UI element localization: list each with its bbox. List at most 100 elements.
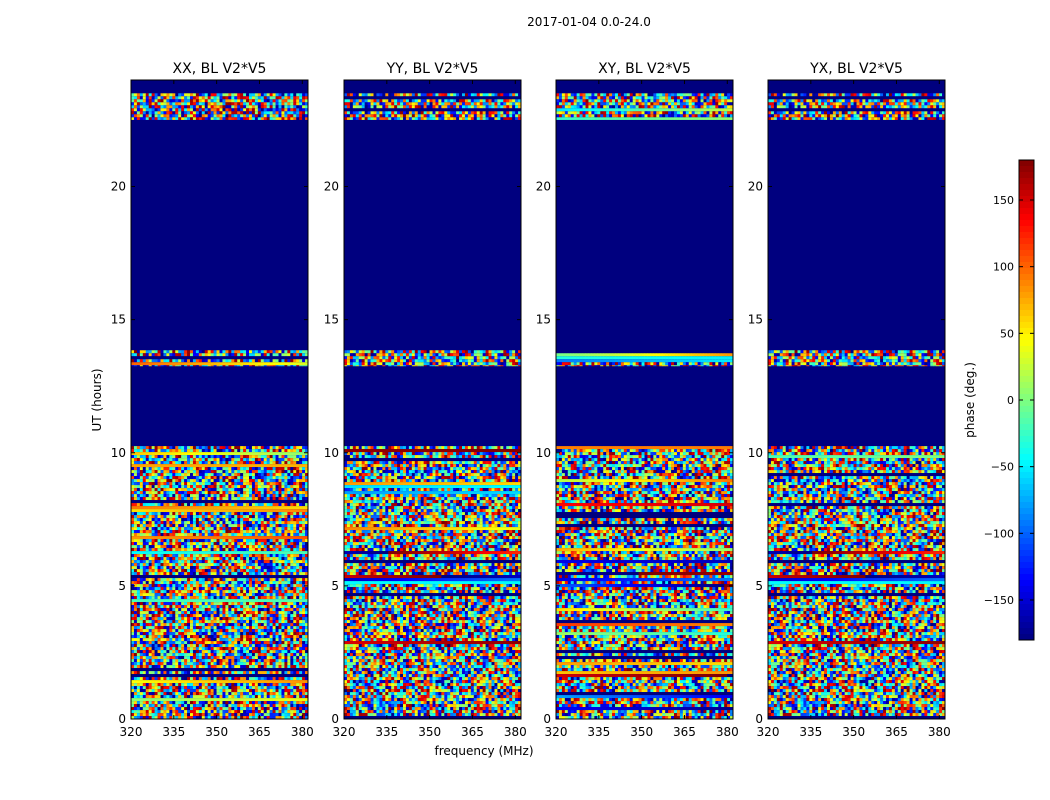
heatmap-cell [148, 596, 152, 600]
heatmap-cell [198, 497, 203, 501]
heatmap-cell [225, 611, 229, 615]
heatmap-cell [263, 530, 267, 534]
heatmap-cell [213, 599, 217, 603]
heatmap-cell [216, 629, 220, 633]
heatmap-cell [281, 608, 285, 612]
heatmap-cell [201, 602, 206, 606]
heatmap-cell [148, 560, 152, 564]
heatmap-cell [249, 647, 253, 651]
heatmap-cell [293, 536, 297, 540]
heatmap-cell [198, 632, 203, 636]
heatmap-cell [278, 584, 282, 588]
heatmap-cell [287, 476, 291, 480]
heatmap-cell [169, 686, 173, 690]
heatmap-cell [237, 605, 241, 609]
heatmap-cell [204, 476, 208, 480]
heatmap-cell [225, 593, 229, 597]
heatmap-cell [260, 587, 265, 591]
heatmap-cell [148, 518, 152, 522]
heatmap-cell [216, 605, 220, 609]
heatmap-cell [260, 503, 265, 507]
heatmap-cell [169, 611, 173, 615]
heatmap-cell [187, 542, 191, 546]
heatmap-cell [154, 614, 158, 618]
heatmap-cell [234, 689, 238, 693]
heatmap-cell [284, 692, 288, 696]
heatmap-cell [136, 458, 141, 462]
heatmap-cell [293, 647, 297, 651]
heatmap-cell [249, 527, 253, 531]
heatmap-cell [240, 482, 244, 486]
heatmap-cell [131, 467, 135, 471]
heatmap-cell [251, 554, 256, 558]
heatmap-cell [163, 617, 167, 621]
heatmap-cell [296, 533, 300, 537]
heatmap-cell [166, 623, 170, 627]
heatmap-cell [145, 686, 149, 690]
heatmap-cell [222, 602, 226, 606]
heatmap-cell [136, 671, 141, 675]
heatmap-cell [190, 479, 194, 483]
heatmap-cell [296, 524, 300, 528]
heatmap-cell [275, 650, 279, 654]
heatmap-cell [184, 626, 188, 630]
heatmap-cell [204, 662, 208, 666]
heatmap-cell [272, 545, 276, 549]
heatmap-cell [210, 704, 214, 708]
heatmap-cell [225, 515, 229, 519]
heatmap-cell [231, 545, 235, 549]
heatmap-cell [249, 524, 253, 528]
heatmap-cell [157, 548, 161, 552]
heatmap-cell [184, 485, 188, 489]
heatmap-cell [151, 509, 155, 513]
heatmap-cell [246, 629, 250, 633]
heatmap-cell [243, 638, 247, 642]
heatmap-cell [296, 458, 300, 462]
heatmap-cell [278, 626, 282, 630]
heatmap-cell [290, 542, 294, 546]
heatmap-cell [192, 449, 197, 453]
heatmap-cell [281, 614, 285, 618]
heatmap-cell [290, 470, 294, 474]
heatmap-cell [139, 527, 144, 531]
heatmap-cell [296, 626, 300, 630]
heatmap-cell [192, 590, 197, 594]
heatmap-cell [136, 593, 141, 597]
heatmap-cell [240, 458, 244, 462]
heatmap-cell [166, 659, 170, 663]
heatmap-cell [305, 560, 309, 564]
heatmap-cell [257, 686, 262, 690]
heatmap-cell [195, 605, 200, 609]
heatmap-cell [275, 539, 279, 543]
heatmap-cell [136, 647, 141, 651]
heatmap-cell [198, 596, 203, 600]
heatmap-cell [234, 449, 238, 453]
heatmap-cell [228, 512, 232, 516]
heatmap-cell [293, 695, 297, 699]
heatmap-cell [131, 677, 135, 681]
heatmap-cell [231, 680, 235, 684]
heatmap-cell [272, 566, 276, 570]
heatmap-cell [166, 611, 170, 615]
heatmap-cell [139, 494, 144, 498]
heatmap-cell [287, 620, 291, 624]
heatmap-cell [246, 521, 250, 525]
heatmap-cell [231, 644, 235, 648]
heatmap-cell [281, 689, 285, 693]
heatmap-cell [254, 638, 259, 642]
heatmap-cell [213, 656, 217, 660]
heatmap-cell [148, 617, 152, 621]
heatmap-cell [190, 650, 194, 654]
heatmap-cell [160, 593, 164, 597]
heatmap-cell [192, 515, 197, 519]
heatmap-cell [254, 671, 259, 675]
heatmap-cell [201, 488, 206, 492]
heatmap-cell [284, 638, 288, 642]
heatmap-cell [234, 548, 238, 552]
heatmap-cell [231, 554, 235, 558]
heatmap-cell [216, 572, 220, 576]
heatmap-cell [157, 455, 161, 459]
heatmap-cell [198, 467, 203, 471]
heatmap-cell [216, 653, 220, 657]
heatmap-cell [281, 569, 285, 573]
